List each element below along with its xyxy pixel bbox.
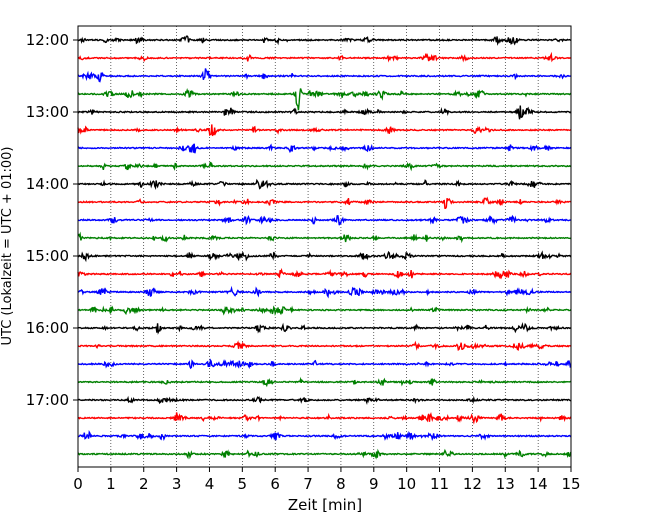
trace-1715 <box>77 412 572 425</box>
trace-1400 <box>77 178 572 191</box>
trace-1445 <box>77 231 572 244</box>
trace-1730 <box>77 429 572 442</box>
trace-1530 <box>77 285 572 299</box>
trace-1230 <box>77 68 572 83</box>
trace-1430 <box>77 214 572 226</box>
x-axis-label: Zeit [min] <box>288 496 362 514</box>
trace-1300 <box>77 105 572 120</box>
x-tick-label-8: 8 <box>336 475 346 493</box>
x-tick-label-12: 12 <box>463 475 482 493</box>
trace-1645 <box>77 376 572 388</box>
x-tick-label-6: 6 <box>270 475 280 493</box>
y-tick-label-1: 13:00 <box>26 103 69 121</box>
trace-1215 <box>77 51 572 63</box>
x-tick-label-11: 11 <box>430 475 449 493</box>
y-axis-label: UTC (Lokalzeit = UTC + 01:00) <box>0 147 15 346</box>
seismogram-traces <box>77 35 572 460</box>
y-tick-label-5: 17:00 <box>26 391 69 409</box>
x-tick-label-7: 7 <box>303 475 313 493</box>
y-tick-label-3: 15:00 <box>26 247 69 265</box>
trace-1345 <box>77 161 572 172</box>
x-tick-label-4: 4 <box>205 475 215 493</box>
x-tick-label-1: 1 <box>106 475 116 493</box>
x-axis-ticks: 0 1 2 3 4 5 6 7 8 9 10 11 12 13 14 15 <box>73 467 581 493</box>
trace-1700 <box>77 395 572 405</box>
y-tick-label-0: 12:00 <box>26 31 69 49</box>
trace-1600 <box>77 321 572 335</box>
x-tick-label-5: 5 <box>238 475 248 493</box>
y-tick-label-2: 14:00 <box>26 175 69 193</box>
trace-1630 <box>77 358 572 370</box>
x-tick-label-0: 0 <box>73 475 83 493</box>
trace-1245 <box>77 87 572 111</box>
trace-1615 <box>77 340 572 351</box>
trace-1500 <box>77 250 572 263</box>
trace-1745 <box>77 448 572 460</box>
x-tick-label-3: 3 <box>172 475 182 493</box>
trace-1200 <box>77 35 572 46</box>
y-axis-ticks: 12:00 13:00 14:00 15:00 16:00 17:00 <box>26 31 78 409</box>
plot-frame <box>77 25 572 468</box>
x-tick-label-2: 2 <box>139 475 149 493</box>
x-tick-label-10: 10 <box>397 475 416 493</box>
trace-1315 <box>77 124 572 137</box>
x-tick-label-9: 9 <box>369 475 379 493</box>
trace-1545 <box>77 305 572 317</box>
x-tick-label-15: 15 <box>561 475 580 493</box>
trace-1515 <box>77 267 572 280</box>
y-tick-label-4: 16:00 <box>26 319 69 337</box>
trace-1415 <box>77 196 572 210</box>
x-tick-label-14: 14 <box>529 475 548 493</box>
trace-1330 <box>77 143 572 154</box>
x-tick-label-13: 13 <box>496 475 515 493</box>
